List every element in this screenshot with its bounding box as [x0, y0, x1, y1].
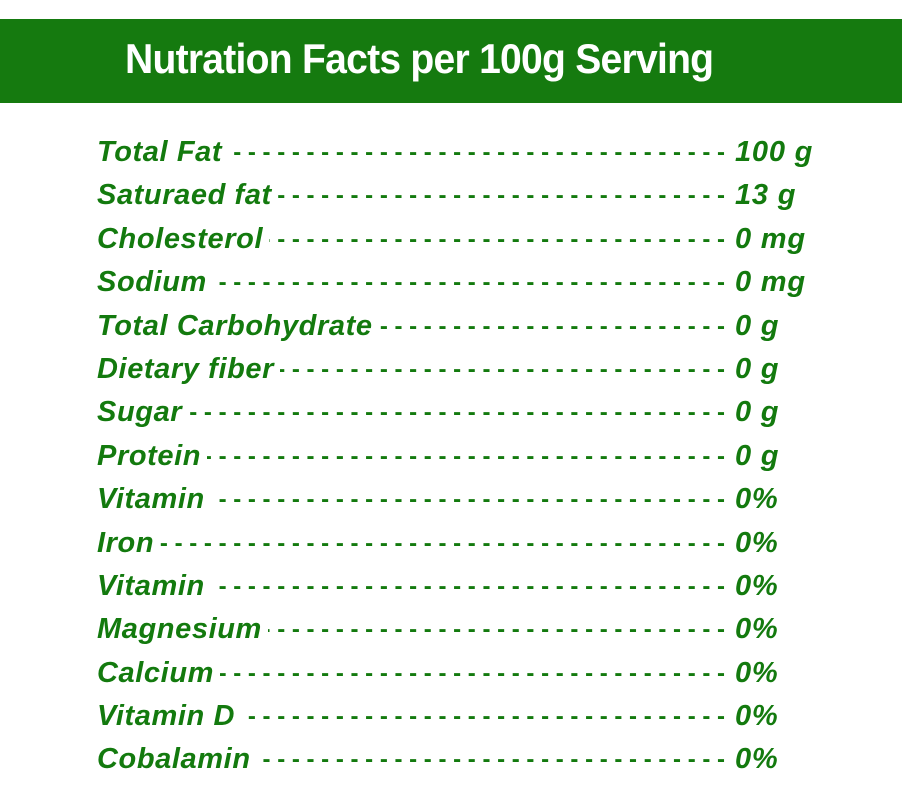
fact-value: 100 g	[735, 136, 814, 168]
fact-label: Protein	[97, 434, 208, 479]
fact-label: Total Carbohydrate	[97, 304, 379, 348]
page-title: Nutration Facts per 100g Serving	[125, 35, 714, 82]
fact-label: Calcium	[97, 651, 221, 696]
fact-value: 13 g	[735, 179, 797, 212]
fact-row-total-carbohydrate: Total Carbohydrate 0 g	[97, 304, 857, 348]
fact-label: Cobalamin	[97, 738, 257, 782]
fact-row-magnesium: Magnesium 0%	[97, 608, 857, 652]
fact-row-calcium: Calcium 0%	[97, 651, 857, 696]
fact-value: 0 g	[735, 309, 780, 342]
fact-row-dietary-fiber: Dietary fiber 0 g	[97, 347, 857, 392]
fact-label: Vitamin	[97, 478, 211, 522]
fact-row-total-fat: Total Fat 100 g	[97, 131, 857, 175]
fact-label: Vitamin	[97, 564, 211, 609]
fact-label: Magnesium	[97, 608, 268, 652]
fact-value: 0%	[735, 700, 779, 733]
fact-row-cobalamin: Cobalamin 0%	[97, 738, 857, 782]
nutrition-facts-list: Total Fat 100 g Saturaed fat 13 g Choles…	[97, 131, 857, 782]
fact-value: 0 mg	[735, 266, 806, 299]
fact-value: 0%	[735, 613, 779, 646]
title-banner: Nutration Facts per 100g Serving	[0, 19, 902, 103]
fact-row-iron: Iron 0%	[97, 521, 857, 565]
fact-value: 0%	[735, 743, 779, 776]
fact-label: Total Fat	[97, 131, 229, 175]
fact-value: 0 mg	[735, 222, 806, 255]
dotted-leader	[97, 391, 725, 434]
fact-value: 0%	[735, 483, 779, 516]
fact-label: Sodium	[97, 261, 213, 305]
fact-label: Dietary fiber	[97, 347, 281, 392]
fact-label: Cholesterol	[97, 217, 270, 262]
fact-row-vitamin: Vitamin 0%	[97, 478, 857, 522]
fact-label: Sugar	[97, 391, 189, 435]
fact-row-vitamin-d: Vitamin D 0%	[97, 695, 857, 739]
fact-label: Iron	[97, 521, 161, 565]
fact-row-protein: Protein 0 g	[97, 434, 857, 479]
fact-value: 0%	[735, 569, 779, 602]
fact-row-saturated-fat: Saturaed fat 13 g	[97, 174, 857, 218]
fact-row-sugar: Sugar 0 g	[97, 391, 857, 435]
fact-value: 0 g	[735, 352, 780, 385]
fact-value: 0 g	[735, 439, 780, 472]
fact-value: 0%	[735, 526, 779, 559]
fact-row-cholesterol: Cholesterol 0 mg	[97, 217, 857, 262]
fact-value: 0%	[735, 656, 779, 689]
fact-label: Saturaed fat	[97, 174, 278, 218]
fact-label: Vitamin D	[97, 695, 242, 739]
fact-value: 0 g	[735, 396, 780, 429]
fact-row-vitamin-2: Vitamin 0%	[97, 564, 857, 609]
dotted-leader	[97, 522, 725, 565]
fact-row-sodium: Sodium 0 mg	[97, 261, 857, 305]
